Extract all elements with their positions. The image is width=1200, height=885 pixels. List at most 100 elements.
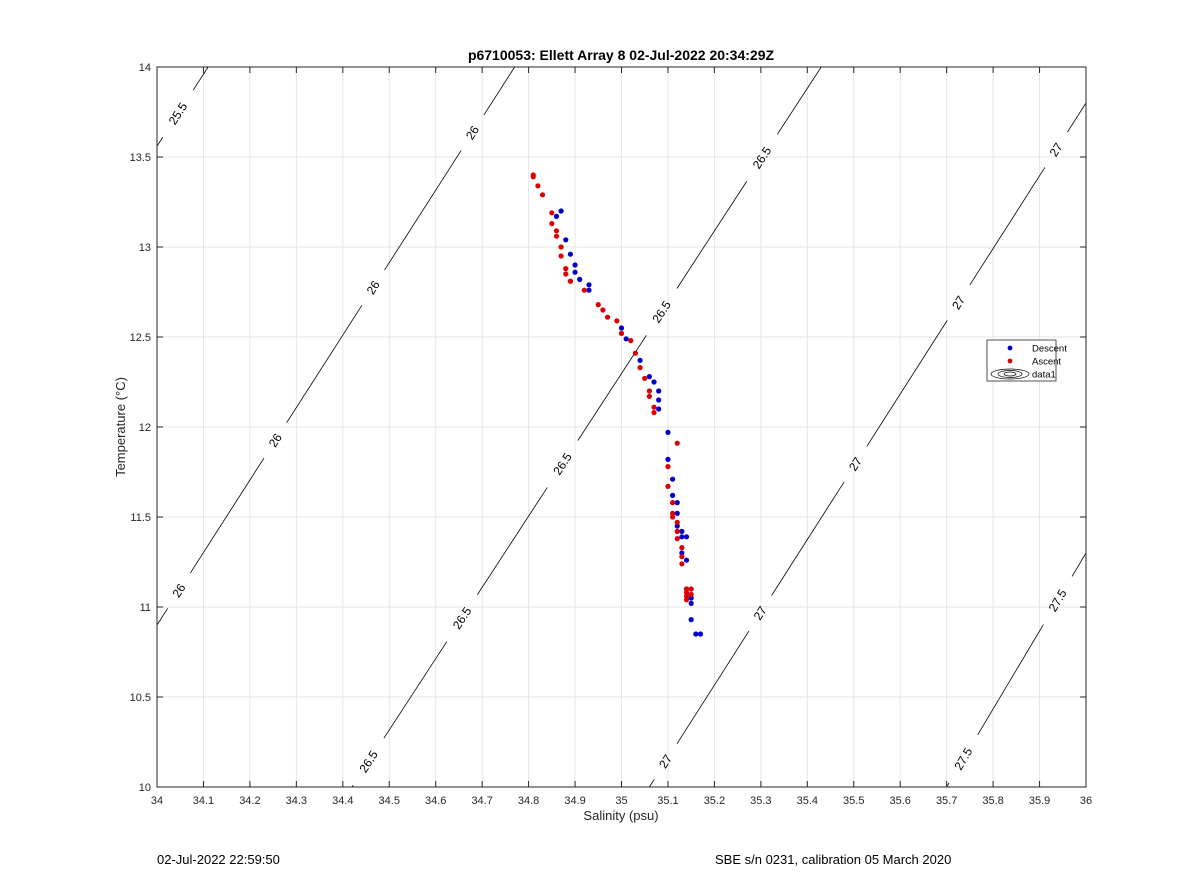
data-point [679,550,685,556]
contour-label: 27.5 [1046,587,1070,615]
x-tick-label: 34.8 [518,795,539,807]
data-point [586,282,592,288]
data-point [618,325,625,331]
contour-line-segment [977,624,1044,736]
data-point [539,192,546,198]
contour-line-segment [676,630,750,745]
y-tick-label: 13 [139,242,151,254]
x-tick-label: 35.4 [797,795,818,807]
data-point [683,534,690,540]
contour-line-segment [383,641,448,739]
data-point [563,271,569,277]
x-tick-label: 36 [1080,795,1092,807]
x-tick-label: 34.7 [471,795,492,807]
x-tick-label: 34.6 [425,795,446,807]
x-tick-label: 34.2 [239,795,260,807]
contour-line-segment [969,167,1046,286]
data-point [572,269,578,275]
data-point [679,528,685,535]
contour-label: 26.5 [356,748,381,775]
contour-label: 26 [266,431,285,450]
x-tick-label: 35.6 [889,795,910,807]
contour-label: 26.5 [450,604,475,631]
data-point [558,208,564,214]
data-point [563,266,569,272]
y-tick-label: 13.5 [130,152,151,164]
data-point [632,350,639,356]
data-point [563,237,569,243]
data-point [651,404,657,410]
data-point [646,388,652,394]
data-point [683,586,690,592]
data-point [674,510,680,516]
data-point [535,183,541,189]
x-tick-label: 34.5 [379,795,400,807]
data-point [679,561,685,567]
y-tick-label: 10.5 [130,692,151,704]
x-tick-label: 35.1 [657,795,678,807]
data-point [688,591,694,598]
data-point [693,631,699,637]
data-point [683,590,690,596]
data-point [674,500,680,506]
x-tick-label: 35.2 [704,795,725,807]
contour-label: 26.5 [649,298,674,325]
data-point [595,302,601,308]
contour-label: 26.5 [750,144,775,171]
y-tick-label: 14 [139,62,151,74]
data-point [623,336,629,342]
data-point [642,375,648,381]
x-tick-label: 34.4 [332,795,353,807]
data-point [656,406,662,412]
contour-label: 26.5 [550,450,575,477]
x-tick-label: 35.7 [936,795,957,807]
legend-marker [1007,345,1013,351]
data-point [688,600,694,607]
data-point [674,519,680,526]
x-tick-label: 34.3 [286,795,307,807]
data-point [618,330,625,336]
data-point [665,464,671,470]
data-point [553,228,560,234]
contour-label: 26 [364,278,383,297]
data-point [577,276,583,282]
legend-marker [1003,371,1017,377]
data-point [628,338,634,344]
data-point [669,492,676,498]
data-point [679,534,685,540]
x-tick-label: 35.5 [843,795,864,807]
x-tick-label: 34.9 [564,795,585,807]
contour-line-segment [192,67,209,91]
x-tick-label: 35.8 [982,795,1003,807]
data-point [567,251,574,257]
data-point [530,174,536,180]
data-point [586,287,592,293]
series-descent [553,208,704,637]
contour-label: 27 [656,752,675,771]
legend-label: Ascent [1032,357,1061,368]
y-axis-label: Temperature (°C) [113,377,128,477]
x-axis-label: Salinity (psu) [583,808,658,823]
data-point [549,210,555,216]
contour-line-segment [1071,552,1086,577]
y-tick-label: 12.5 [130,332,151,344]
data-point [688,617,694,623]
data-point [669,476,676,482]
legend-marker [1007,358,1013,364]
data-point [697,631,704,637]
axis-ticks: 34 34.1 34.2 34.3 34.4 34.5 34.6 34.7 34.8 34.9 35… [130,62,1093,807]
data-point [688,586,694,592]
x-tick-label: 34 [151,795,163,807]
y-tick-label: 10 [139,782,151,794]
data-point [558,244,564,250]
contour-label: 26 [463,123,482,142]
data-point [656,397,662,403]
x-tick-label: 35.9 [1029,795,1050,807]
series-ascent [530,172,694,603]
data-point [683,597,690,603]
contour-label: 27 [1047,140,1066,159]
data-point [651,410,657,416]
contour-line-segment [866,320,948,447]
contour-line-segment [676,181,748,289]
